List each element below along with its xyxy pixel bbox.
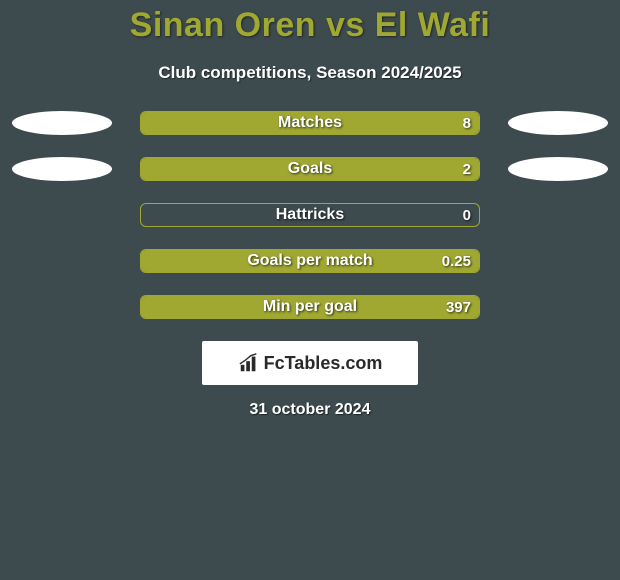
left-ellipse [12, 111, 112, 135]
left-ellipse-slot [6, 294, 118, 320]
right-ellipse [508, 111, 608, 135]
bar-label: Min per goal [141, 298, 479, 316]
stats-area: Matches 8 Goals 2 [0, 111, 620, 319]
bar-label: Goals [141, 160, 479, 178]
right-ellipse-slot [502, 202, 614, 228]
bar-label: Goals per match [141, 252, 479, 270]
bar-track: Hattricks 0 [140, 203, 480, 227]
date-line: 31 october 2024 [0, 401, 620, 419]
bar-track: Goals 2 [140, 157, 480, 181]
bar-track: Goals per match 0.25 [140, 249, 480, 273]
left-ellipse [12, 157, 112, 181]
logo-text: FcTables.com [264, 353, 383, 374]
bar-chart-icon [238, 352, 260, 374]
bar-track: Matches 8 [140, 111, 480, 135]
comparison-card: Sinan Oren vs El Wafi Club competitions,… [0, 0, 620, 419]
bar-label: Hattricks [141, 206, 479, 224]
left-ellipse-slot [6, 248, 118, 274]
stat-row-hattricks: Hattricks 0 [0, 203, 620, 227]
bar-track: Min per goal 397 [140, 295, 480, 319]
left-ellipse-slot [6, 110, 118, 136]
bar-value-right: 2 [463, 161, 471, 178]
stat-row-goals: Goals 2 [0, 157, 620, 181]
right-ellipse-slot [502, 248, 614, 274]
stat-row-matches: Matches 8 [0, 111, 620, 135]
bar-label: Matches [141, 114, 479, 132]
bar-value-right: 8 [463, 115, 471, 132]
right-ellipse-slot [502, 110, 614, 136]
right-ellipse-slot [502, 156, 614, 182]
left-ellipse-slot [6, 156, 118, 182]
logo-box: FcTables.com [202, 341, 418, 385]
bar-value-right: 0 [463, 207, 471, 224]
right-ellipse-slot [502, 294, 614, 320]
right-ellipse [508, 157, 608, 181]
bar-value-right: 0.25 [442, 253, 471, 270]
bar-value-right: 397 [446, 299, 471, 316]
left-ellipse-slot [6, 202, 118, 228]
stat-row-min-per-goal: Min per goal 397 [0, 295, 620, 319]
stat-row-goals-per-match: Goals per match 0.25 [0, 249, 620, 273]
subtitle: Club competitions, Season 2024/2025 [0, 63, 620, 83]
page-title: Sinan Oren vs El Wafi [0, 6, 620, 45]
